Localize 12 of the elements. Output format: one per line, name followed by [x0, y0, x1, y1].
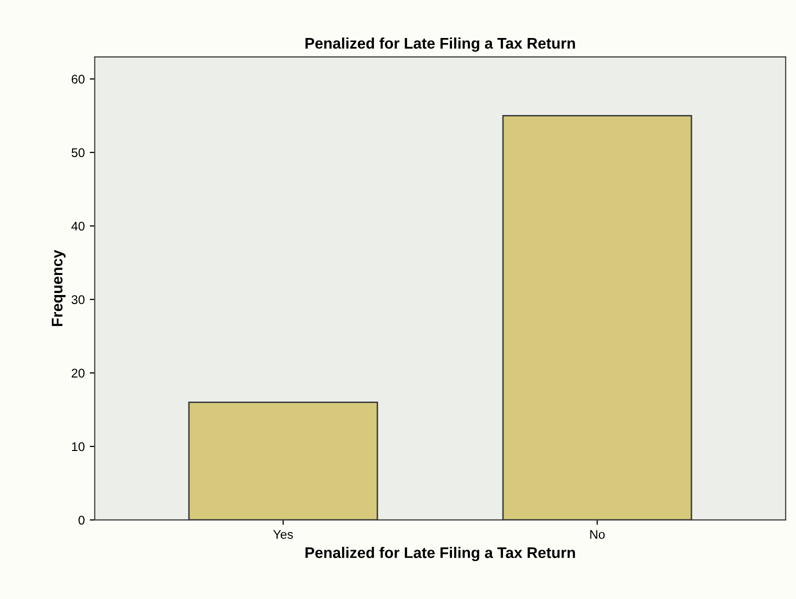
- y-tick-label: 0: [78, 516, 85, 525]
- chart-title: Penalized for Late Filing a Tax Return: [306, 38, 575, 52]
- y-axis-title: Frequency: [52, 250, 66, 326]
- x-tick-label: Yes: [273, 530, 293, 539]
- x-tick-label: No: [590, 530, 605, 539]
- y-tick-label: 40: [71, 222, 85, 231]
- y-tick-label: 20: [72, 368, 85, 378]
- y-tick-label: 50: [72, 148, 85, 158]
- y-tick-label: 30: [72, 295, 85, 304]
- y-tick-label: 60: [72, 74, 85, 84]
- x-axis-title: Penalized for Late Filing a Tax Return: [306, 546, 575, 562]
- y-tick-label: 10: [72, 442, 85, 452]
